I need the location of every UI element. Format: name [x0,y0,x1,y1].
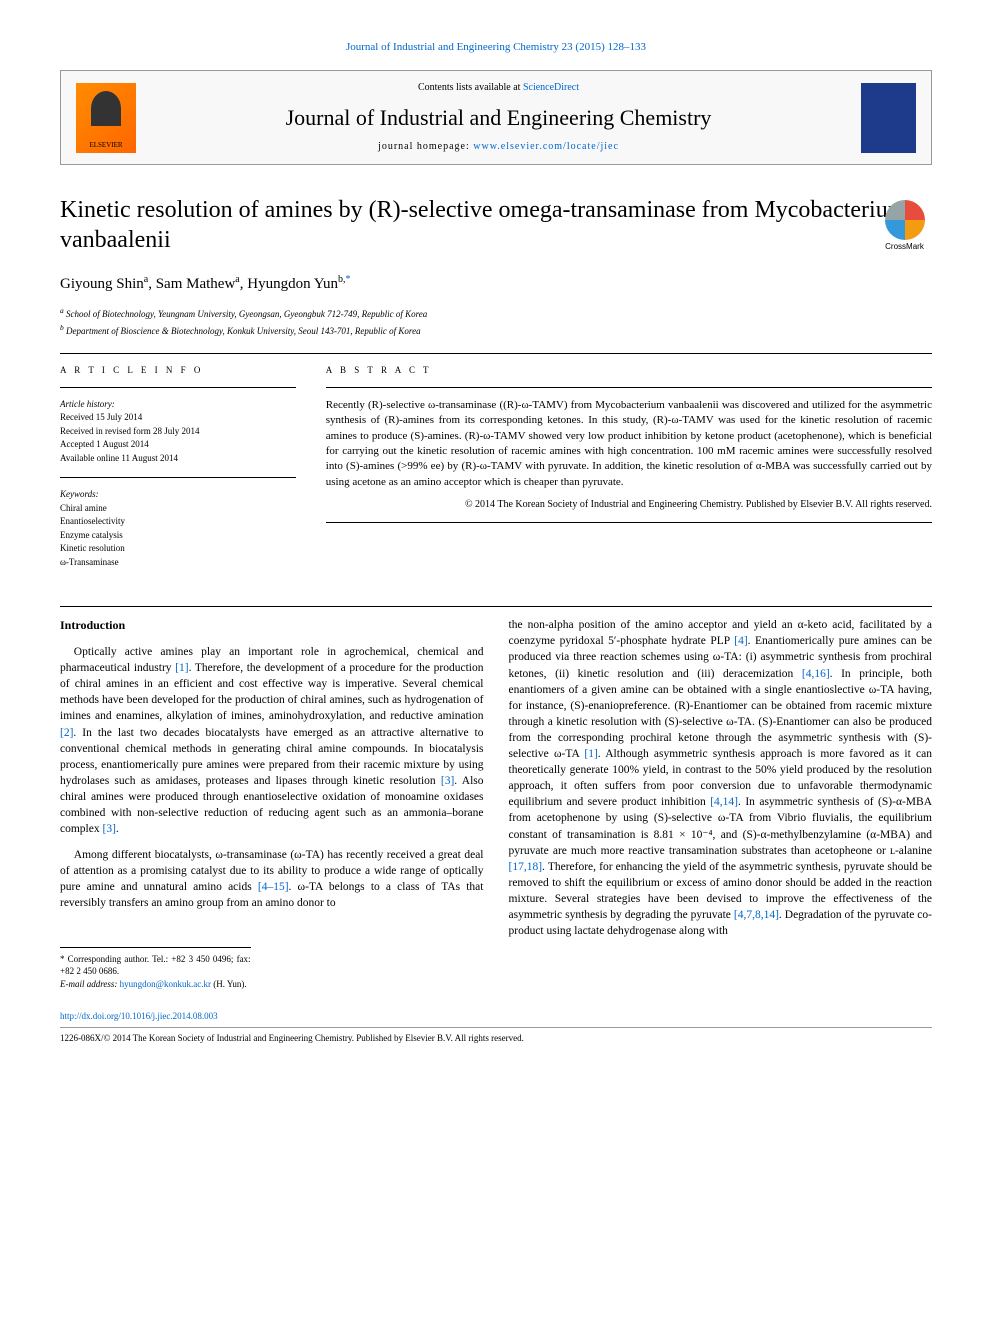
contents-line: Contents lists available at ScienceDirec… [151,81,846,95]
authors-line: Giyoung Shina, Sam Mathewa, Hyungdon Yun… [60,273,932,295]
sciencedirect-link[interactable]: ScienceDirect [523,82,579,93]
para-2: Among different biocatalysts, ω-transami… [60,847,484,911]
keyword-4: Kinetic resolution [60,542,296,556]
ref-1b[interactable]: [1] [584,748,597,760]
keyword-2: Enantioselectivity [60,515,296,529]
history-revised: Received in revised form 28 July 2014 [60,425,296,439]
divider [60,353,932,354]
ref-2[interactable]: [2] [60,727,73,739]
citation-link[interactable]: Journal of Industrial and Engineering Ch… [346,41,646,53]
history-label: Article history: [60,398,296,412]
email-link[interactable]: hyungdon@konkuk.ac.kr [120,979,211,989]
keyword-3: Enzyme catalysis [60,529,296,543]
footnote-corr: * Corresponding author. Tel.: +82 3 450 … [60,953,251,978]
crossmark-badge[interactable]: CrossMark [877,200,932,255]
citation-header: Journal of Industrial and Engineering Ch… [60,40,932,55]
keyword-1: Chiral amine [60,502,296,516]
keyword-5: ω-Transaminase [60,556,296,570]
keywords: Keywords: Chiral amine Enantioselectivit… [60,488,296,569]
intro-heading: Introduction [60,617,484,634]
article-info: A R T I C L E I N F O Article history: R… [60,364,296,581]
journal-cover-thumb [861,83,916,153]
issn-line: 1226-086X/© 2014 The Korean Society of I… [60,1032,932,1045]
ref-1[interactable]: [1] [175,662,188,674]
left-column: Introduction Optically active amines pla… [60,617,484,990]
ref-3b[interactable]: [3] [102,823,115,835]
crossmark-label: CrossMark [877,242,932,252]
page-footer: http://dx.doi.org/10.1016/j.jiec.2014.08… [60,1010,932,1044]
footnote-email-line: E-mail address: hyungdon@konkuk.ac.kr (H… [60,978,251,991]
article-title: Kinetic resolution of amines by (R)-sele… [60,195,932,255]
author-1-aff: a [144,274,148,285]
author-1: Giyoung Shin [60,276,144,292]
author-3-corr: * [345,274,350,285]
ref-4-15[interactable]: [4–15] [258,881,289,893]
article-history: Article history: Received 15 July 2014 R… [60,398,296,466]
ref-3[interactable]: [3] [441,775,454,787]
info-abstract-row: A R T I C L E I N F O Article history: R… [60,364,932,581]
affiliation-a: a School of Biotechnology, Yeungnam Univ… [60,305,932,322]
para-1: Optically active amines play an importan… [60,644,484,837]
journal-banner: ELSEVIER Contents lists available at Sci… [60,70,932,165]
title-text: Kinetic resolution of amines by (R)-sele… [60,197,906,253]
author-2-aff: a [235,274,239,285]
right-column: the non-alpha position of the amino acce… [509,617,933,990]
abstract-copyright: © 2014 The Korean Society of Industrial … [326,498,932,512]
elsevier-logo-text: ELSEVIER [89,141,122,151]
crossmark-icon [885,200,925,240]
homepage-link[interactable]: www.elsevier.com/locate/jiec [473,141,619,152]
banner-center: Contents lists available at ScienceDirec… [151,81,846,154]
author-2: Sam Mathew [156,276,236,292]
para-3: the non-alpha position of the amino acce… [509,617,933,939]
corresponding-footnote: * Corresponding author. Tel.: +82 3 450 … [60,947,251,991]
abstract-text: Recently (R)-selective ω-transaminase ((… [326,398,932,490]
keywords-label: Keywords: [60,488,296,502]
history-online: Available online 11 August 2014 [60,452,296,466]
affiliations: a School of Biotechnology, Yeungnam Univ… [60,305,932,338]
body-columns: Introduction Optically active amines pla… [60,617,932,990]
ref-4-7-8-14[interactable]: [4,7,8,14] [734,909,779,921]
affiliation-b: b Department of Bioscience & Biotechnolo… [60,322,932,339]
ref-4[interactable]: [4] [734,635,747,647]
doi-link[interactable]: http://dx.doi.org/10.1016/j.jiec.2014.08… [60,1011,218,1021]
journal-name: Journal of Industrial and Engineering Ch… [151,103,846,134]
author-3: Hyungdon Yun [247,276,338,292]
elsevier-logo: ELSEVIER [76,83,136,153]
history-accepted: Accepted 1 August 2014 [60,438,296,452]
ref-17-18[interactable]: [17,18] [509,861,543,873]
homepage-line: journal homepage: www.elsevier.com/locat… [151,140,846,154]
ref-4-16[interactable]: [4,16] [802,668,830,680]
history-received: Received 15 July 2014 [60,411,296,425]
divider-2 [60,606,932,607]
ref-4-14[interactable]: [4,14] [710,796,738,808]
abstract-heading: A B S T R A C T [326,364,932,377]
homepage-prefix: journal homepage: [378,141,473,152]
contents-prefix: Contents lists available at [418,82,523,93]
abstract: A B S T R A C T Recently (R)-selective ω… [326,364,932,581]
info-heading: A R T I C L E I N F O [60,364,296,377]
